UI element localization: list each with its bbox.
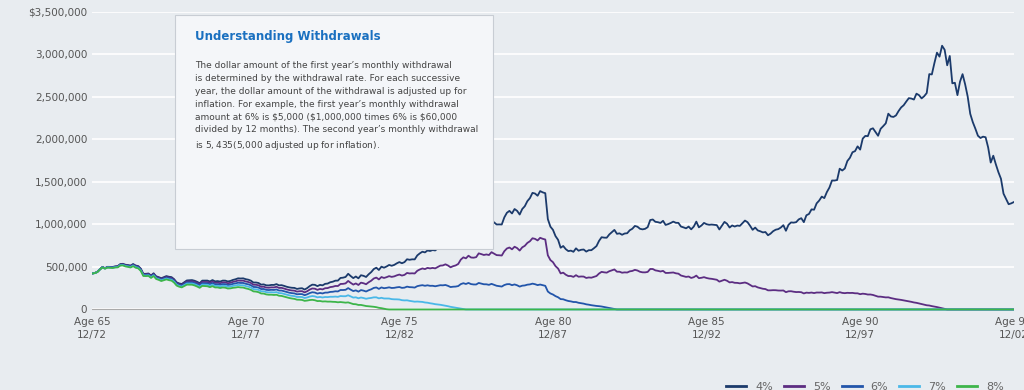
Legend: 4%, 5%, 6%, 7%, 8%: 4%, 5%, 6%, 7%, 8% bbox=[722, 378, 1009, 390]
Text: The dollar amount of the first year’s monthly withdrawal
is determined by the wi: The dollar amount of the first year’s mo… bbox=[196, 61, 478, 152]
FancyBboxPatch shape bbox=[175, 15, 494, 249]
Text: Understanding Withdrawals: Understanding Withdrawals bbox=[196, 30, 381, 43]
